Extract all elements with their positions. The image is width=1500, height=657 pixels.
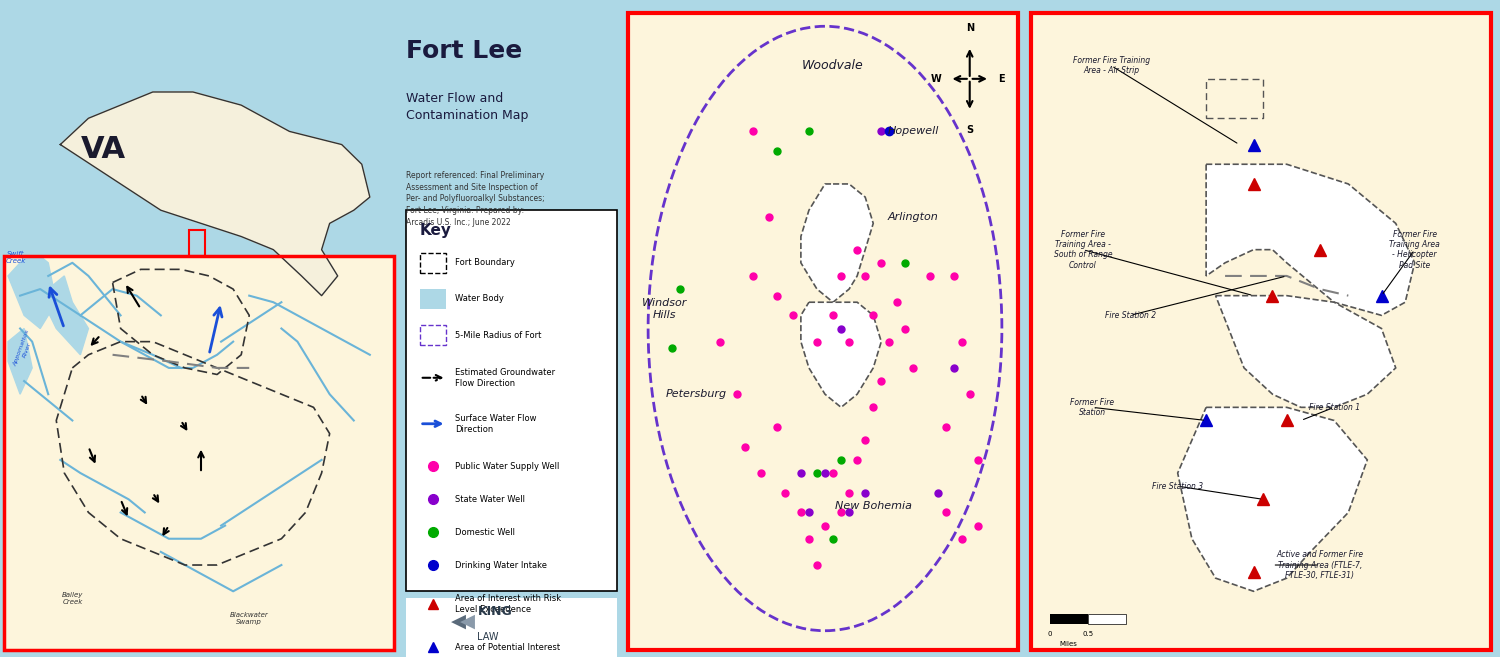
Text: 0.5: 0.5 (1082, 631, 1094, 637)
Bar (406, 598, 618, 657)
Text: E: E (998, 74, 1005, 84)
Text: Surface Water Flow
Direction: Surface Water Flow Direction (456, 414, 537, 434)
Text: 0: 0 (1047, 631, 1052, 637)
Polygon shape (1206, 164, 1414, 315)
Text: Key: Key (420, 223, 452, 238)
Text: Appomattox
River: Appomattox River (12, 328, 36, 369)
Text: VA: VA (81, 135, 126, 164)
Text: Area of Interest with Risk
Level Exceedence: Area of Interest with Risk Level Exceede… (456, 595, 561, 614)
Text: Area of Potential Interest: Area of Potential Interest (456, 643, 561, 652)
Text: Water Body: Water Body (456, 294, 504, 304)
Text: ◀: ◀ (452, 612, 466, 630)
Text: Swift
Creek: Swift Creek (6, 251, 26, 264)
Text: Woodvale: Woodvale (802, 59, 864, 72)
Bar (4, 256, 394, 650)
Polygon shape (801, 302, 882, 407)
Text: Fort Boundary: Fort Boundary (456, 258, 514, 267)
Text: Estimated Groundwater
Flow Direction: Estimated Groundwater Flow Direction (456, 368, 555, 388)
Text: Drinking Water Intake: Drinking Water Intake (456, 560, 548, 570)
Text: Former Fire Training
Area - Air Strip: Former Fire Training Area - Air Strip (1072, 56, 1150, 76)
Text: Bailey
Creek: Bailey Creek (62, 593, 82, 606)
Text: Arlington: Arlington (888, 212, 939, 222)
Text: Fire Station 2: Fire Station 2 (1104, 311, 1156, 320)
Polygon shape (801, 184, 873, 302)
Bar (1088, 614, 1125, 624)
Text: Miles: Miles (1059, 641, 1077, 646)
Polygon shape (8, 328, 32, 394)
Text: Fire Station 3: Fire Station 3 (1152, 482, 1203, 491)
Text: Former Fire
Training Area
- Helicopter
Pad Site: Former Fire Training Area - Helicopter P… (1389, 229, 1440, 270)
Bar (189, 230, 206, 256)
Text: Report referenced: Final Preliminary
Assessment and Site Inspection of
Per- and : Report referenced: Final Preliminary Ass… (406, 171, 544, 227)
Bar (4, 256, 394, 650)
Text: Active and Former Fire
Training Area (FTLE-7,
FTLE-30, FTLE-31): Active and Former Fire Training Area (FT… (1276, 550, 1364, 580)
Bar (420, 325, 447, 345)
Polygon shape (1215, 296, 1395, 407)
Text: Domestic Well: Domestic Well (456, 528, 516, 537)
Bar (1050, 614, 1088, 624)
Text: S: S (966, 125, 974, 135)
Text: Fort Lee: Fort Lee (406, 39, 522, 64)
Text: Water Flow and
Contamination Map: Water Flow and Contamination Map (406, 92, 530, 122)
Text: Public Water Supply Well: Public Water Supply Well (456, 462, 560, 471)
Text: ◀: ◀ (459, 612, 474, 630)
Text: Former Fire
Training Area -
South of Range
Control: Former Fire Training Area - South of Ran… (1053, 229, 1112, 270)
Text: Blackwater
Swamp: Blackwater Swamp (230, 612, 268, 625)
Text: State Water Well: State Water Well (456, 495, 525, 504)
Polygon shape (8, 250, 57, 328)
Text: Hopewell: Hopewell (888, 126, 939, 137)
Text: N: N (966, 23, 974, 33)
Text: Fire Station 1: Fire Station 1 (1308, 403, 1359, 412)
Text: LAW: LAW (477, 632, 500, 643)
Text: W: W (932, 74, 942, 84)
Bar (420, 289, 447, 309)
Polygon shape (1178, 407, 1368, 591)
Polygon shape (40, 276, 88, 355)
Text: 5-Mile Radius of Fort: 5-Mile Radius of Fort (456, 330, 542, 340)
Text: Petersburg: Petersburg (666, 389, 728, 399)
Bar (420, 253, 447, 273)
Polygon shape (60, 92, 370, 296)
Text: New Bohemia: New Bohemia (834, 501, 912, 511)
Text: Windsor
Hills: Windsor Hills (642, 298, 687, 319)
FancyBboxPatch shape (406, 210, 618, 591)
Text: Former Fire
Station: Former Fire Station (1071, 397, 1114, 417)
Text: KING: KING (477, 604, 512, 618)
